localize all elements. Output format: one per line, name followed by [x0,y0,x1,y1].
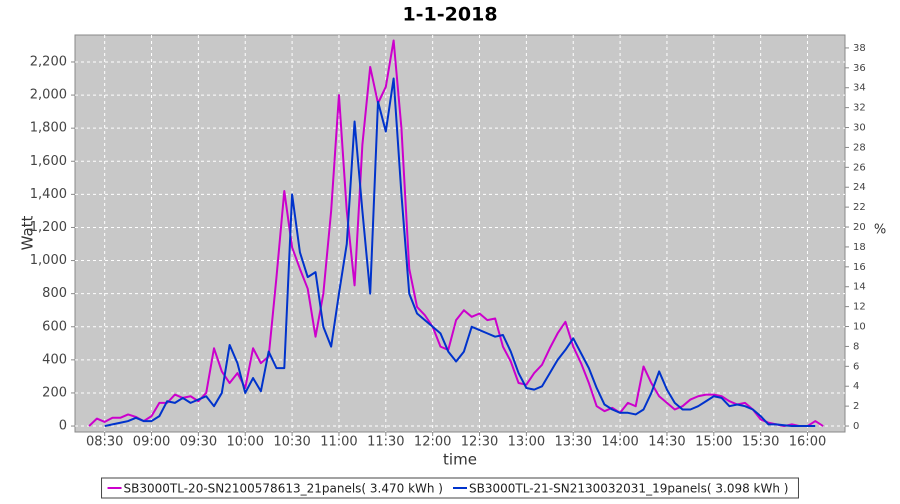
y-tick-label: 2,000 [30,88,67,103]
y2-tick-label: 16 [853,262,866,273]
y-tick-label: 800 [42,286,67,301]
y2-tick-label: 6 [853,361,859,372]
y2-tick-label: 18 [853,242,866,253]
y2-tick-label: 24 [853,182,866,193]
y2-tick-label: 12 [853,302,866,313]
x-tick-label: 10:00 [227,435,264,450]
x-tick-label: 16:00 [789,435,826,450]
series-line [104,77,816,428]
series-line [88,39,824,428]
y-tick-label: 1,800 [30,121,67,136]
y2-tick-label: 22 [853,202,866,213]
y2-tick-label: 2 [853,401,859,412]
y2-axis-label: % [874,223,886,238]
x-tick-label: 12:30 [461,435,498,450]
y-tick-label: 200 [42,385,67,400]
y-tick-label: 2,200 [30,54,67,69]
x-tick-label: 15:30 [742,435,779,450]
y2-tick-label: 38 [853,43,866,54]
y-tick-label: 0 [59,419,67,434]
legend-label: SB3000TL-20-SN2100578613_21panels( 3.470… [124,482,443,496]
x-tick-label: 08:30 [86,435,123,450]
y2-tick-label: 20 [853,222,866,233]
y-tick-label: 1,200 [30,220,67,235]
x-tick-label: 13:00 [508,435,545,450]
y-tick-label: 400 [42,352,67,367]
chart-title: 1-1-2018 [402,4,497,26]
y2-tick-label: 14 [853,282,866,293]
x-tick-label: 14:30 [648,435,685,450]
y2-tick-label: 10 [853,322,866,333]
x-tick-label: 10:30 [273,435,310,450]
x-tick-label: 12:00 [414,435,451,450]
y-tick-label: 600 [42,319,67,334]
y2-tick-label: 28 [853,142,866,153]
y2-tick-label: 30 [853,123,866,134]
y2-tick-label: 4 [853,381,859,392]
legend: SB3000TL-20-SN2100578613_21panels( 3.470… [101,477,799,499]
legend-label: SB3000TL-21-SN2130032031_19panels( 3.098… [469,482,788,496]
legend-box [101,477,799,499]
y2-tick-label: 0 [853,421,859,432]
x-axis-label: time [443,451,477,469]
x-tick-label: 09:30 [180,435,217,450]
y2-tick-label: 26 [853,162,866,173]
y2-tick-label: 8 [853,341,859,352]
y-tick-label: 1,400 [30,187,67,202]
y2-tick-label: 32 [853,103,866,114]
x-tick-label: 09:00 [133,435,170,450]
x-tick-label: 13:30 [555,435,592,450]
y-tick-label: 1,600 [30,154,67,169]
x-tick-label: 11:30 [367,435,404,450]
y-tick-label: 1,000 [30,253,67,268]
x-tick-label: 14:00 [601,435,638,450]
y2-tick-label: 36 [853,63,866,74]
x-tick-label: 11:00 [320,435,357,450]
x-tick-label: 15:00 [695,435,732,450]
plot-area [74,34,846,433]
y-axis-label: Watt [19,215,37,250]
y2-tick-label: 34 [853,83,866,94]
